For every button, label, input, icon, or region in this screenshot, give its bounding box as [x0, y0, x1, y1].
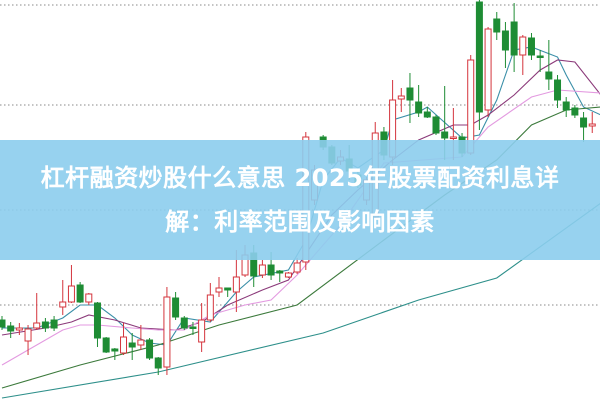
candle-up: [519, 36, 527, 56]
candle-down: [415, 101, 423, 114]
candle-down: [172, 297, 180, 318]
moving-average-line: [1, 202, 600, 399]
candle-down: [50, 319, 58, 329]
candle-up: [120, 336, 128, 354]
candle-down: [189, 326, 197, 329]
candle-up: [284, 272, 292, 278]
candle-up: [215, 287, 223, 293]
candle-down: [432, 116, 440, 134]
candle-down: [441, 131, 449, 139]
candle-down: [571, 107, 579, 116]
candle-up: [232, 276, 240, 293]
candle-down: [536, 55, 544, 58]
candle-down: [501, 30, 509, 51]
candle-down: [180, 317, 188, 329]
candle-up: [33, 322, 41, 329]
candle-down: [527, 37, 535, 56]
candle-down: [0, 319, 6, 328]
candle-down: [475, 1, 483, 113]
candle-down: [276, 270, 284, 274]
candle-down: [146, 339, 154, 359]
candle-up: [397, 95, 405, 100]
candle-down: [224, 287, 232, 291]
candle-down: [423, 111, 431, 118]
candle-down: [76, 284, 84, 303]
candle-down: [510, 21, 518, 56]
candle-up: [85, 293, 93, 303]
candle-down: [562, 101, 570, 111]
candle-down: [267, 264, 275, 276]
candle-up: [67, 285, 75, 303]
candle-up: [59, 301, 67, 308]
candle-up: [449, 136, 457, 139]
candle-up: [24, 328, 32, 342]
headline-line-2: 解：利率范围及影响因素: [165, 208, 435, 236]
candle-down: [554, 79, 562, 101]
candle-down: [93, 302, 101, 339]
candle-up: [206, 294, 214, 321]
candle-down: [41, 321, 49, 329]
candle-up: [137, 339, 145, 346]
candle-up: [198, 319, 206, 343]
candle-up: [588, 123, 596, 127]
candle-up: [163, 296, 171, 368]
candle-down: [545, 71, 553, 80]
candle-down: [102, 337, 110, 353]
candle-down: [580, 117, 588, 128]
headline-banner: 杠杆融资炒股什么意思 2025年股票配资利息详 解：利率范围及影响因素: [0, 140, 600, 260]
candle-down: [7, 325, 15, 332]
candle-up: [15, 327, 23, 331]
candle-up: [293, 262, 301, 273]
headline-line-1: 杠杆融资炒股什么意思 2025年股票配资利息详: [40, 164, 560, 192]
candle-down: [406, 87, 414, 101]
candle-down: [128, 342, 136, 348]
moving-average-line: [1, 89, 600, 366]
candle-up: [484, 28, 492, 111]
candle-down: [154, 357, 162, 369]
candle-down: [493, 18, 501, 33]
candle-down: [111, 348, 119, 352]
candle-up: [258, 264, 266, 276]
